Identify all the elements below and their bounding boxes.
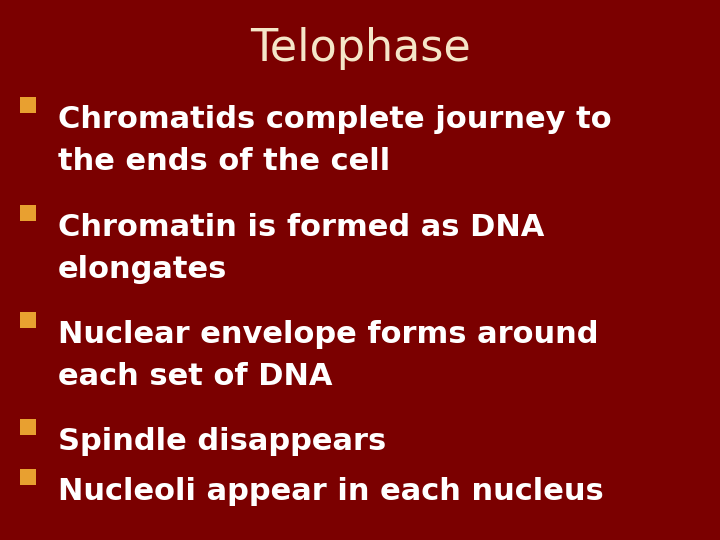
- Bar: [20, 419, 36, 435]
- Bar: [20, 312, 36, 328]
- Bar: [20, 97, 36, 113]
- Text: each set of DNA: each set of DNA: [58, 362, 333, 391]
- Text: elongates: elongates: [58, 255, 228, 284]
- Bar: [20, 205, 36, 221]
- Text: Nuclear envelope forms around: Nuclear envelope forms around: [58, 320, 598, 349]
- Text: Spindle disappears: Spindle disappears: [58, 427, 386, 456]
- Text: Chromatin is formed as DNA: Chromatin is formed as DNA: [58, 213, 544, 242]
- Text: Telophase: Telophase: [250, 26, 470, 70]
- Text: Chromatids complete journey to: Chromatids complete journey to: [58, 105, 611, 134]
- Bar: [20, 469, 36, 485]
- Text: the ends of the cell: the ends of the cell: [58, 147, 390, 176]
- Text: Nucleoli appear in each nucleus: Nucleoli appear in each nucleus: [58, 477, 604, 506]
